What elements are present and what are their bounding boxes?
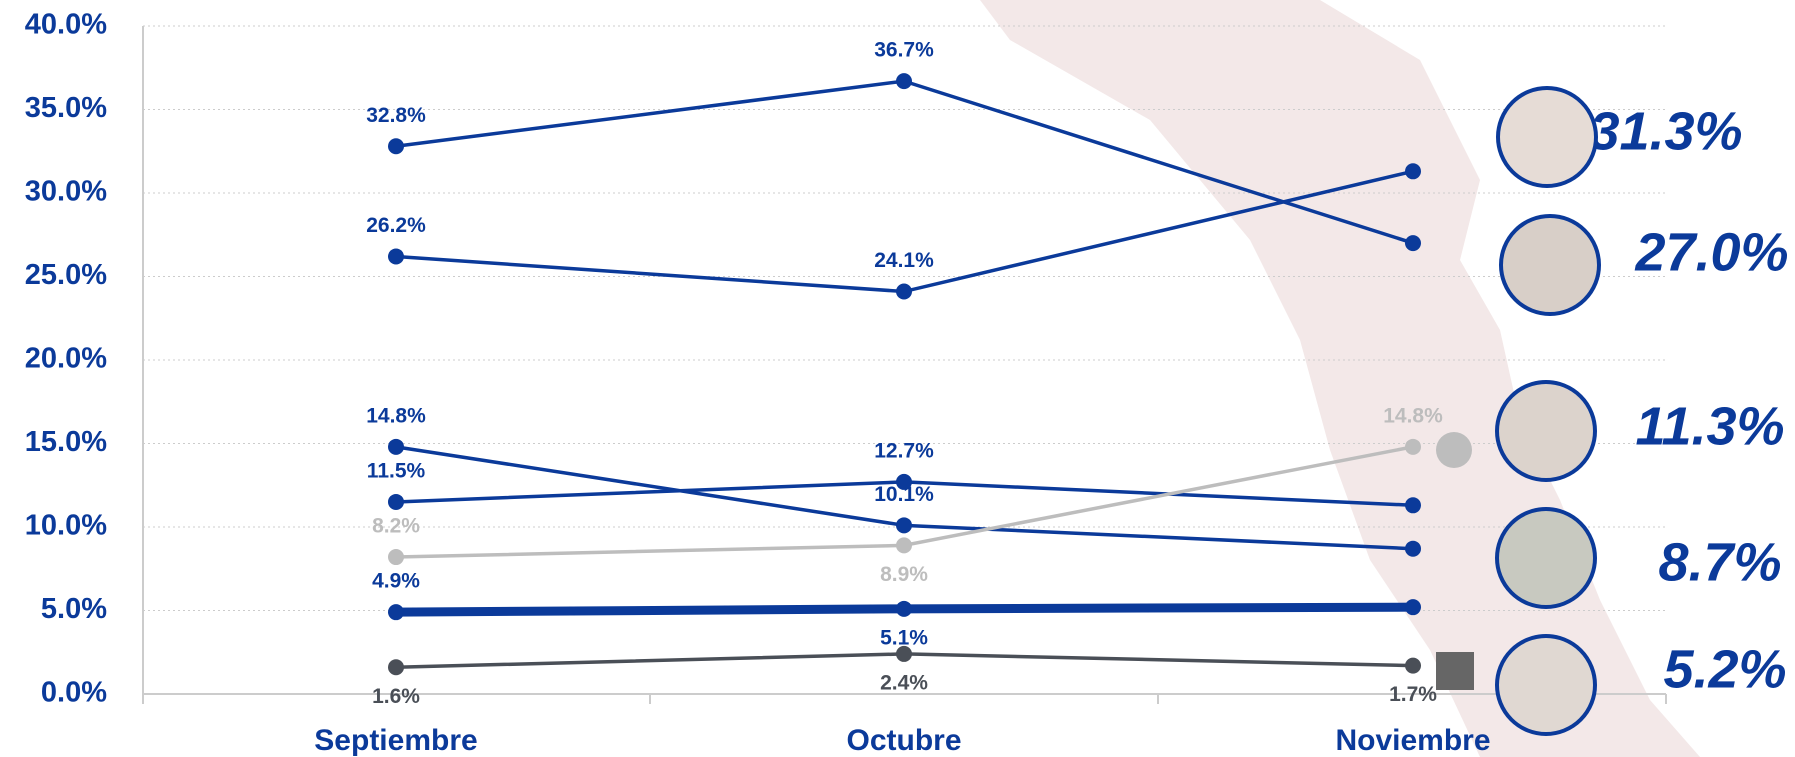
point bbox=[1405, 497, 1421, 514]
point bbox=[896, 73, 912, 90]
value-label-big: 5.2% bbox=[1663, 639, 1786, 699]
candidate-photo bbox=[1499, 214, 1601, 316]
point bbox=[896, 473, 912, 490]
point bbox=[896, 537, 912, 554]
point bbox=[1405, 235, 1421, 252]
candidate-photo bbox=[1496, 86, 1598, 188]
point bbox=[896, 517, 912, 534]
point bbox=[388, 549, 404, 566]
value-label-big: 8.7% bbox=[1658, 532, 1781, 592]
point bbox=[1405, 163, 1421, 180]
value-label: 26.2% bbox=[366, 214, 426, 237]
value-label-big: 27.0% bbox=[1634, 222, 1788, 282]
y-tick-label: 5.0% bbox=[41, 593, 107, 625]
point bbox=[388, 248, 404, 265]
value-label: 14.8% bbox=[1383, 404, 1443, 427]
photos bbox=[1436, 86, 1601, 736]
value-label: 36.7% bbox=[874, 39, 934, 62]
value-label: 12.7% bbox=[874, 439, 934, 462]
y-tick-label: 0.0% bbox=[41, 677, 107, 709]
x-tick-label: Octubre bbox=[846, 724, 961, 757]
point bbox=[896, 283, 912, 300]
point bbox=[1405, 599, 1421, 616]
value-label: 1.7% bbox=[1389, 683, 1437, 706]
y-tick-label: 20.0% bbox=[25, 343, 107, 375]
y-tick-label: 30.0% bbox=[25, 176, 107, 208]
y-tick-label: 15.0% bbox=[25, 426, 107, 458]
point bbox=[388, 604, 404, 621]
unknown-icon bbox=[1436, 432, 1472, 468]
candidate-photo bbox=[1495, 380, 1597, 482]
value-label: 5.1% bbox=[880, 626, 928, 649]
point bbox=[388, 659, 404, 676]
candidate-photo bbox=[1495, 507, 1597, 609]
value-label: 24.1% bbox=[874, 249, 934, 272]
value-label: 32.8% bbox=[366, 104, 426, 127]
point bbox=[1405, 657, 1421, 674]
y-tick-label: 35.0% bbox=[25, 92, 107, 124]
y-tick-label: 40.0% bbox=[25, 9, 107, 41]
y-tick-label: 10.0% bbox=[25, 510, 107, 542]
value-label-big: 31.3% bbox=[1589, 101, 1742, 161]
point bbox=[896, 645, 912, 662]
value-label-big: 11.3% bbox=[1635, 396, 1784, 456]
candidate-photo bbox=[1495, 634, 1597, 736]
person-icon bbox=[1436, 652, 1474, 690]
value-label: 8.9% bbox=[880, 563, 928, 586]
value-label: 10.1% bbox=[874, 483, 934, 506]
y-tick-label: 25.0% bbox=[25, 259, 107, 291]
x-tick-label: Noviembre bbox=[1335, 724, 1490, 757]
point bbox=[1405, 540, 1421, 557]
value-label: 4.9% bbox=[372, 570, 420, 593]
value-label: 1.6% bbox=[372, 685, 420, 708]
point bbox=[388, 438, 404, 455]
value-label: 2.4% bbox=[880, 671, 928, 694]
point bbox=[1405, 438, 1421, 455]
value-label: 8.2% bbox=[372, 515, 420, 538]
value-label: 14.8% bbox=[366, 404, 426, 427]
value-label: 11.5% bbox=[367, 459, 426, 482]
x-tick-label: Septiembre bbox=[314, 724, 477, 757]
point bbox=[388, 138, 404, 155]
point bbox=[388, 493, 404, 510]
point bbox=[896, 600, 912, 617]
